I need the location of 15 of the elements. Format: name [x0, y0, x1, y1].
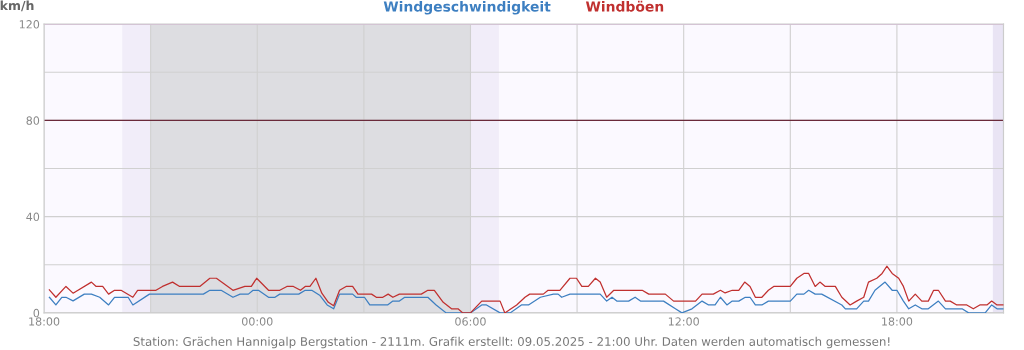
text: Windböen — [585, 0, 664, 12]
y-tick-label: 120 — [19, 20, 40, 29]
line-series — [48, 265, 1004, 313]
x-tick-label: 06:00 — [455, 317, 486, 326]
y-tick-label: 40 — [26, 212, 40, 222]
x-tick-label: 18:00 — [882, 317, 913, 326]
y-tick-label: 0 — [33, 308, 40, 318]
x-tick-label: 12:00 — [668, 317, 699, 326]
text: Station: Grächen Hannigalp Bergstation - 2111m. Grafik erstellt: 09.05.2025 - 21:00 Uhr. Daten werden automatisch gemessen! — [133, 336, 890, 349]
text: Windgeschwindigkeit — [383, 0, 551, 15]
y-tick-label: 80 — [26, 116, 40, 125]
x-tick-label: 18:00 — [29, 317, 60, 326]
y-axis-title: km/h — [0, 0, 34, 12]
line-series — [48, 281, 1004, 313]
x-tick-label: 00:00 — [241, 317, 273, 326]
